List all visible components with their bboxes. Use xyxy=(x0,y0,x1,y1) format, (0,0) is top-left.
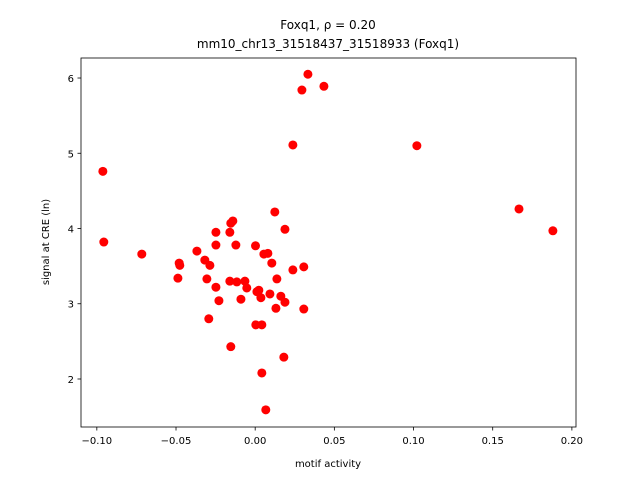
x-tick-label: −0.05 xyxy=(161,436,192,447)
point xyxy=(211,282,221,292)
point xyxy=(261,405,271,415)
x-tick-label: −0.10 xyxy=(82,436,113,447)
point xyxy=(272,274,282,284)
point xyxy=(175,260,185,270)
point xyxy=(319,81,329,91)
point xyxy=(297,85,307,95)
point xyxy=(299,304,309,314)
point xyxy=(254,285,264,295)
y-tick-label: 6 xyxy=(68,74,74,85)
point xyxy=(257,368,267,378)
point xyxy=(288,140,298,150)
point xyxy=(226,342,236,352)
point xyxy=(232,277,242,287)
point xyxy=(412,141,422,151)
point xyxy=(225,227,235,237)
chart-title: Foxq1, ρ = 0.20 xyxy=(280,18,375,32)
point xyxy=(236,294,246,304)
x-tick-label: 0.15 xyxy=(482,436,504,447)
point xyxy=(173,273,183,283)
point xyxy=(204,314,214,324)
y-tick-label: 5 xyxy=(68,149,74,160)
point xyxy=(514,204,524,214)
y-axis-label: signal at CRE (ln) xyxy=(41,199,52,285)
x-tick-label: 0.10 xyxy=(402,436,424,447)
point xyxy=(211,240,221,250)
x-tick-label: 0.05 xyxy=(323,436,345,447)
point xyxy=(257,320,267,330)
y-tick-label: 3 xyxy=(68,300,74,311)
chart-subtitle: mm10_chr13_31518437_31518933 (Foxq1) xyxy=(197,37,459,51)
point xyxy=(288,265,298,275)
y-tick-label: 2 xyxy=(68,375,74,386)
point xyxy=(211,227,221,237)
point xyxy=(99,237,109,247)
point xyxy=(228,216,238,226)
point xyxy=(270,207,280,217)
point xyxy=(251,241,261,251)
point xyxy=(548,226,558,236)
point xyxy=(137,249,147,259)
x-tick-label: 0.20 xyxy=(561,436,583,447)
x-axis-label: motif activity xyxy=(295,459,361,470)
point xyxy=(280,297,290,307)
point xyxy=(267,258,277,268)
point xyxy=(240,276,250,286)
point xyxy=(192,246,202,256)
point xyxy=(265,289,275,299)
plot-frame xyxy=(80,57,577,428)
point xyxy=(279,352,289,362)
point xyxy=(242,283,252,293)
point xyxy=(202,274,212,284)
point xyxy=(256,293,266,303)
point xyxy=(303,69,313,79)
point xyxy=(225,276,235,286)
point xyxy=(231,240,241,250)
point xyxy=(299,262,309,272)
point xyxy=(271,303,281,313)
point xyxy=(98,166,108,176)
point xyxy=(214,296,224,306)
y-tick-label: 4 xyxy=(68,225,74,236)
point xyxy=(280,224,290,234)
point xyxy=(205,260,215,270)
point xyxy=(263,248,273,258)
x-tick-label: 0.00 xyxy=(244,436,266,447)
